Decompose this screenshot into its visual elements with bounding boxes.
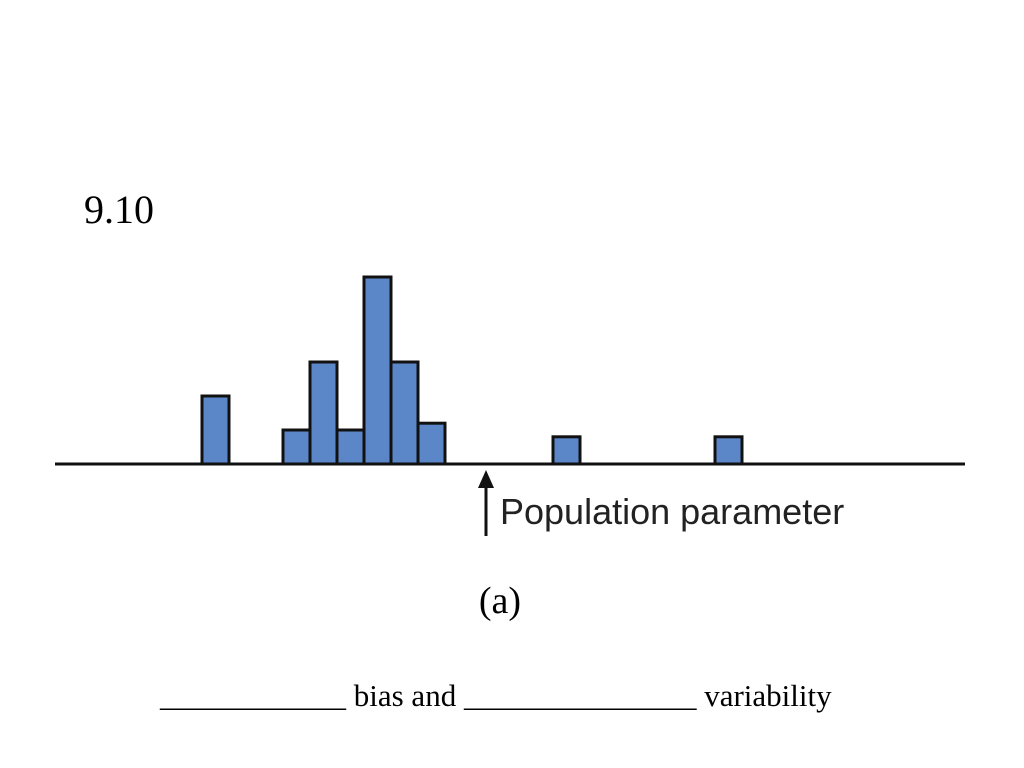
histogram-bar — [281, 428, 312, 466]
figure-label: (a) — [478, 580, 522, 622]
histogram-bar — [200, 394, 231, 466]
histogram-bar — [389, 360, 420, 466]
blank-variability[interactable]: _______________ — [463, 678, 697, 713]
histogram-bar — [713, 435, 744, 466]
histogram-bar — [335, 428, 366, 466]
bars-group — [200, 275, 744, 466]
histogram-bar — [416, 421, 447, 466]
histogram-bar — [362, 275, 393, 466]
prompt-text-bias: bias and — [346, 678, 464, 713]
blank-bias[interactable]: ____________ — [160, 678, 346, 713]
prompt-text-variability: variability — [696, 678, 832, 713]
parameter-label: Population parameter — [500, 491, 844, 532]
population-parameter-marker: Population parameter — [478, 470, 844, 536]
histogram-bar — [308, 360, 339, 466]
fill-in-prompt: ____________ bias and _______________ va… — [160, 680, 832, 711]
parameter-arrow-head — [478, 470, 494, 488]
slide-number: 9.10 — [84, 187, 154, 232]
histogram-bar — [551, 435, 582, 466]
